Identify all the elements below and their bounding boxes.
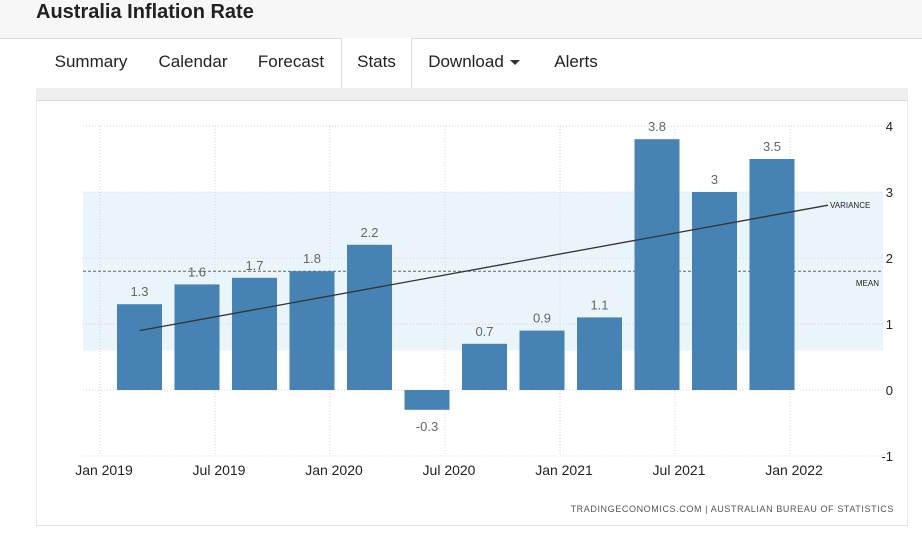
bar: [232, 277, 277, 390]
tab-download-label: Download: [428, 52, 504, 71]
source-credit: TRADINGECONOMICS.COM | AUSTRALIAN BUREAU…: [571, 504, 894, 514]
bar: [174, 284, 220, 390]
chart-panel-top: [36, 88, 908, 101]
bar-value-label: 3: [711, 172, 718, 187]
y-tick-label: -1: [881, 449, 893, 464]
bar-value-label: 3.8: [648, 119, 666, 134]
bar-value-label: 3.5: [763, 139, 781, 154]
tab-alerts[interactable]: Alerts: [554, 52, 598, 71]
header-band: [0, 0, 922, 39]
caret-down-icon: [509, 60, 520, 66]
x-tick-label: Jan 2019: [75, 462, 133, 478]
y-tick-label: 3: [886, 185, 893, 200]
variance-label: VARIANCE: [830, 201, 870, 210]
trend-line: [139, 204, 829, 332]
bar-value-label: 0.7: [475, 324, 493, 339]
bar: [462, 343, 507, 390]
y-tick-label: 4: [886, 119, 893, 134]
tab-forecast[interactable]: Forecast: [257, 52, 325, 71]
x-tick-label: Jul 2020: [423, 462, 476, 478]
y-tick-label: 2: [886, 251, 893, 266]
bar: [404, 390, 450, 410]
bar-value-label: 1.3: [130, 284, 148, 299]
bar: [117, 304, 162, 390]
bar: [692, 192, 737, 390]
bar-value-label: 1.6: [188, 264, 206, 279]
bar-value-label: 1.8: [303, 251, 321, 266]
bar: [347, 244, 392, 390]
bar: [519, 330, 565, 390]
mean-label: MEAN: [856, 279, 879, 288]
tab-download[interactable]: Download: [412, 38, 536, 88]
bar-value-label: 2.2: [360, 225, 378, 240]
bar: [749, 159, 795, 390]
y-tick-label: 1: [886, 317, 893, 332]
bar-value-label: -0.3: [416, 419, 438, 434]
tab-calendar[interactable]: Calendar: [158, 52, 228, 71]
bar: [577, 317, 622, 390]
x-tick-label: Jan 2021: [535, 462, 593, 478]
bar: [289, 271, 335, 390]
page-title: Australia Inflation Rate: [36, 1, 254, 23]
x-tick-label: Jul 2019: [193, 462, 246, 478]
bar-value-label: 1.7: [245, 258, 263, 273]
x-tick-label: Jul 2021: [653, 462, 706, 478]
bar: [634, 139, 680, 390]
x-tick-label: Jan 2020: [305, 462, 363, 478]
tab-summary[interactable]: Summary: [54, 52, 128, 71]
bar-value-label: 1.1: [590, 297, 608, 312]
x-tick-label: Jan 2022: [765, 462, 823, 478]
y-tick-label: 0: [886, 383, 893, 398]
bar-value-label: 0.9: [533, 311, 551, 326]
tab-stats[interactable]: Stats: [341, 38, 412, 89]
